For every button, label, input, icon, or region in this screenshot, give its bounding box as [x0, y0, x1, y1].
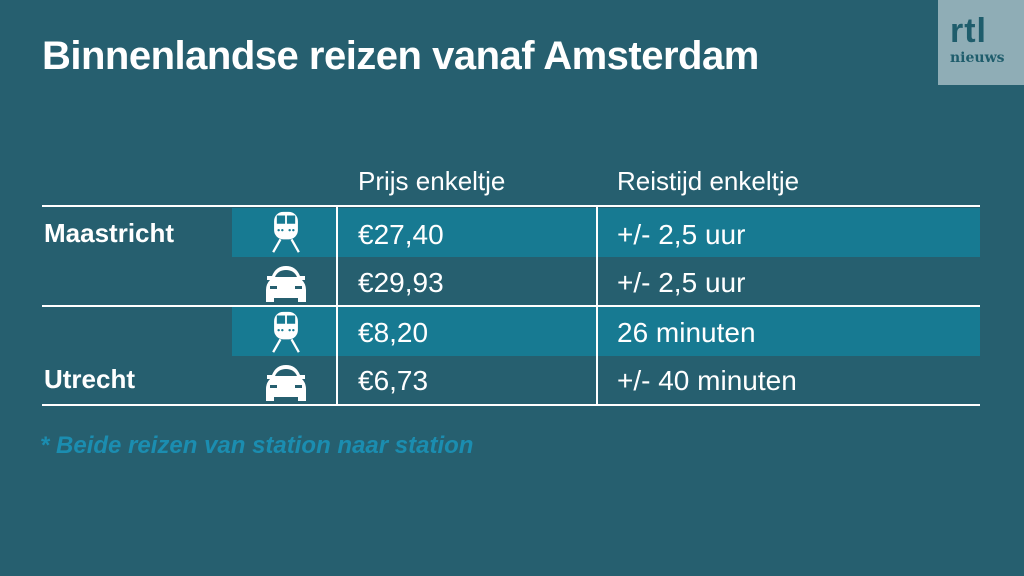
- price-cell: €27,40: [358, 219, 444, 250]
- header-price: Prijs enkeltje: [358, 166, 506, 196]
- price-cell: €6,73: [358, 365, 429, 396]
- city-utrecht: Utrecht: [44, 364, 136, 394]
- page-title: Binnenlandse reizen vanaf Amsterdam: [42, 34, 759, 78]
- divider: [42, 305, 980, 307]
- time-cell: +/- 40 minuten: [617, 365, 797, 396]
- highlight-row: [232, 208, 980, 257]
- divider: [42, 205, 980, 207]
- footnote: * Beide reizen van station naar station: [40, 432, 474, 459]
- car-icon: [266, 266, 306, 302]
- header-time: Reistijd enkeltje: [617, 166, 800, 196]
- price-cell: €8,20: [358, 317, 429, 348]
- divider: [42, 404, 980, 406]
- highlight-row: [232, 307, 980, 356]
- time-cell: 26 minuten: [617, 317, 756, 348]
- city-maastricht: Maastricht: [44, 218, 175, 248]
- train-icon: [272, 211, 300, 253]
- time-cell: +/- 2,5 uur: [617, 219, 746, 250]
- car-icon: [266, 365, 306, 401]
- time-cell: +/- 2,5 uur: [617, 267, 746, 298]
- rtl-nieuws-logo: rtl nieuws: [938, 0, 1024, 85]
- logo-text-bottom: nieuws: [950, 50, 1005, 66]
- logo-text-top: rtl: [950, 12, 987, 50]
- train-icon: [272, 311, 300, 353]
- price-cell: €29,93: [358, 267, 444, 298]
- divider: [596, 206, 598, 406]
- divider: [336, 206, 338, 406]
